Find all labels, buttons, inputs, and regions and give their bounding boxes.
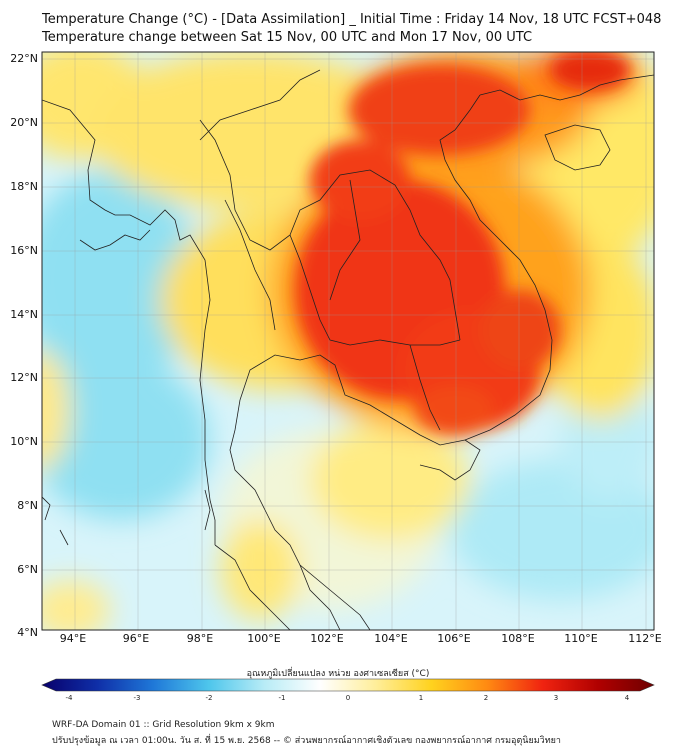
colorbar-tick-1: 1 bbox=[418, 694, 424, 702]
colorbar-gradient bbox=[41, 678, 655, 692]
colorbar bbox=[41, 678, 655, 692]
lon-label-96e: 96°E bbox=[122, 632, 150, 645]
colorbar-tick-0: 0 bbox=[345, 694, 351, 702]
lon-label-112e: 112°E bbox=[628, 632, 662, 645]
lat-label-12n: 12°N bbox=[10, 371, 38, 384]
map-title-line1: Temperature Change (°C) - [Data Assimila… bbox=[42, 12, 662, 27]
temperature-field bbox=[42, 52, 654, 630]
lon-label-104e: 104°E bbox=[374, 632, 408, 645]
lat-label-20n: 20°N bbox=[10, 116, 38, 129]
lon-label-108e: 108°E bbox=[501, 632, 535, 645]
colorbar-tick-neg1: -1 bbox=[278, 694, 286, 702]
lat-label-16n: 16°N bbox=[10, 244, 38, 257]
lon-label-106e: 106°E bbox=[437, 632, 471, 645]
footer-domain-info: WRF-DA Domain 01 :: Grid Resolution 9km … bbox=[52, 720, 275, 730]
lat-label-6n: 6°N bbox=[17, 563, 38, 576]
lat-label-18n: 18°N bbox=[10, 180, 38, 193]
colorbar-tick-2: 2 bbox=[483, 694, 489, 702]
lon-label-100e: 100°E bbox=[247, 632, 281, 645]
coastlines-and-borders bbox=[42, 69, 654, 630]
colorbar-tick-neg4: -4 bbox=[65, 694, 73, 702]
colorbar-tick-neg2: -2 bbox=[205, 694, 213, 702]
colorbar-tick-neg3: -3 bbox=[133, 694, 141, 702]
map-title-line2: Temperature change between Sat 15 Nov, 0… bbox=[42, 30, 533, 45]
colorbar-title: อุณหภูมิเปลี่ยนแปลง หน่วย องศาเซลเซียส (… bbox=[246, 669, 430, 679]
lat-label-10n: 10°N bbox=[10, 435, 38, 448]
lon-label-102e: 102°E bbox=[310, 632, 344, 645]
map-frame bbox=[41, 51, 655, 631]
colorbar-tick-3: 3 bbox=[553, 694, 559, 702]
lat-label-4n: 4°N bbox=[17, 626, 38, 639]
graticule-lines bbox=[42, 52, 654, 630]
footer-update-credit: ปรับปรุงข้อมูล ณ เวลา 01:00น. วัน ส. ที่… bbox=[52, 736, 561, 746]
temperature-change-map bbox=[41, 51, 655, 631]
lat-label-8n: 8°N bbox=[17, 499, 38, 512]
colorbar-tick-4: 4 bbox=[624, 694, 630, 702]
lat-label-22n: 22°N bbox=[10, 52, 38, 65]
lon-label-110e: 110°E bbox=[564, 632, 598, 645]
lat-label-14n: 14°N bbox=[10, 308, 38, 321]
lon-label-94e: 94°E bbox=[59, 632, 87, 645]
lon-label-98e: 98°E bbox=[186, 632, 214, 645]
